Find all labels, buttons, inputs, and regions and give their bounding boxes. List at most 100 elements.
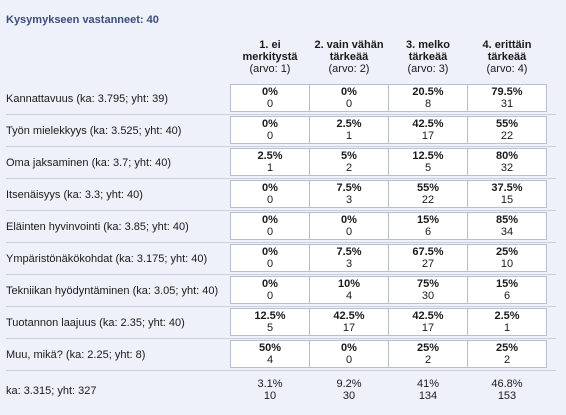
row-divider xyxy=(6,178,556,179)
percentage-value: 79.5% xyxy=(491,86,523,98)
count-value: 15 xyxy=(500,194,514,206)
count-value: 3 xyxy=(345,258,353,270)
row-label: Tuotannon laajuus (ka: 2.35; yht: 40) xyxy=(6,317,185,329)
percentage-value: 0% xyxy=(341,214,357,226)
count-value: 10 xyxy=(500,258,514,270)
percentage-value: 9.2% xyxy=(336,378,362,390)
count-value: 134 xyxy=(418,390,438,402)
count-value: 1 xyxy=(266,162,274,174)
column-header-2: 2. vain vähän tärkeää (arvo: 2) xyxy=(307,39,391,75)
count-value: 0 xyxy=(266,226,274,238)
count-value: 10 xyxy=(263,390,277,402)
count-value: 6 xyxy=(424,226,432,238)
count-value: 27 xyxy=(421,258,435,270)
column-header-text: 4. erittäin xyxy=(482,39,532,51)
row-label: Työn mielekkyys (ka: 3.525; yht: 40) xyxy=(6,125,182,137)
table-cell: 2.5% 1 xyxy=(309,116,389,144)
row-divider xyxy=(6,114,556,115)
table-cell: 0% 0 xyxy=(230,180,310,208)
row-label: Muu, mikä? (ka: 2.25; yht: 8) xyxy=(6,349,146,361)
percentage-value: 42.5% xyxy=(412,310,444,322)
count-value: 30 xyxy=(421,290,435,302)
percentage-value: 85% xyxy=(495,214,519,226)
summary-cell: 3.1% 10 xyxy=(230,376,310,404)
count-value: 2 xyxy=(503,354,511,366)
table-cell: 85% 34 xyxy=(467,212,547,240)
table-cell: 37.5% 15 xyxy=(467,180,547,208)
count-value: 0 xyxy=(266,130,274,142)
percentage-value: 42.5% xyxy=(412,118,444,130)
count-value: 0 xyxy=(266,98,274,110)
percentage-value: 10% xyxy=(337,278,361,290)
summary-cell: 46.8% 153 xyxy=(467,376,547,404)
percentage-value: 0% xyxy=(262,278,278,290)
percentage-value: 25% xyxy=(495,246,519,258)
count-value: 34 xyxy=(500,226,514,238)
table-cell: 80% 32 xyxy=(467,148,547,176)
count-value: 1 xyxy=(503,322,511,334)
row-label: Oma jaksaminen (ka: 3.7; yht: 40) xyxy=(6,157,172,169)
percentage-value: 75% xyxy=(416,278,440,290)
row-label: Kannattavuus (ka: 3.795; yht: 39) xyxy=(6,93,169,105)
table-cell: 12.5% 5 xyxy=(230,308,310,336)
table-cell: 25% 2 xyxy=(388,340,468,368)
column-header-text: 2. vain vähän xyxy=(314,39,384,51)
count-value: 2 xyxy=(345,162,353,174)
row-divider xyxy=(6,242,556,243)
table-cell: 25% 10 xyxy=(467,244,547,272)
column-header-text: merkitystä xyxy=(242,51,298,63)
count-value: 0 xyxy=(266,258,274,270)
table-cell: 12.5% 5 xyxy=(388,148,468,176)
column-header-1: 1. ei merkitystä (arvo: 1) xyxy=(228,39,312,75)
row-label: Itsenäisyys (ka: 3.3; yht: 40) xyxy=(6,189,143,201)
table-cell: 0% 0 xyxy=(230,276,310,304)
count-value: 0 xyxy=(345,354,353,366)
count-value: 4 xyxy=(345,290,353,302)
count-value: 17 xyxy=(421,322,435,334)
column-header-3: 3. melko tärkeää (arvo: 3) xyxy=(386,39,470,75)
table-cell: 2.5% 1 xyxy=(230,148,310,176)
percentage-value: 55% xyxy=(495,118,519,130)
percentage-value: 20.5% xyxy=(412,86,444,98)
row-divider xyxy=(6,146,556,147)
percentage-value: 2.5% xyxy=(336,118,362,130)
column-header-text: 1. ei xyxy=(259,39,281,51)
column-header-text: (arvo: 1) xyxy=(249,63,291,75)
percentage-value: 3.1% xyxy=(257,378,283,390)
count-value: 0 xyxy=(266,290,274,302)
count-value: 0 xyxy=(345,98,353,110)
percentage-value: 80% xyxy=(495,150,519,162)
table-cell: 20.5% 8 xyxy=(388,84,468,112)
count-value: 6 xyxy=(503,290,511,302)
percentage-value: 42.5% xyxy=(333,310,365,322)
respondents-title: Kysymykseen vastanneet: 40 xyxy=(6,14,159,26)
percentage-value: 0% xyxy=(262,182,278,194)
percentage-value: 12.5% xyxy=(412,150,444,162)
table-cell: 79.5% 31 xyxy=(467,84,547,112)
count-value: 17 xyxy=(342,322,356,334)
count-value: 22 xyxy=(500,130,514,142)
percentage-value: 0% xyxy=(262,118,278,130)
table-cell: 55% 22 xyxy=(467,116,547,144)
summary-cell: 41% 134 xyxy=(388,376,468,404)
percentage-value: 12.5% xyxy=(254,310,286,322)
count-value: 5 xyxy=(266,322,274,334)
table-cell: 0% 0 xyxy=(309,84,389,112)
column-header-text: (arvo: 2) xyxy=(328,63,370,75)
table-cell: 0% 0 xyxy=(230,212,310,240)
table-cell: 7.5% 3 xyxy=(309,180,389,208)
column-header-text: tärkeää xyxy=(329,51,369,63)
table-cell: 2.5% 1 xyxy=(467,308,547,336)
column-header-text: tärkeää xyxy=(408,51,448,63)
count-value: 8 xyxy=(424,98,432,110)
count-value: 0 xyxy=(266,194,274,206)
table-cell: 5% 2 xyxy=(309,148,389,176)
row-label: Eläinten hyvinvointi (ka: 3.85; yht: 40) xyxy=(6,221,189,233)
row-divider xyxy=(6,210,556,211)
count-value: 2 xyxy=(424,354,432,366)
table-cell: 15% 6 xyxy=(388,212,468,240)
percentage-value: 0% xyxy=(262,86,278,98)
percentage-value: 15% xyxy=(416,214,440,226)
percentage-value: 25% xyxy=(416,342,440,354)
percentage-value: 55% xyxy=(416,182,440,194)
